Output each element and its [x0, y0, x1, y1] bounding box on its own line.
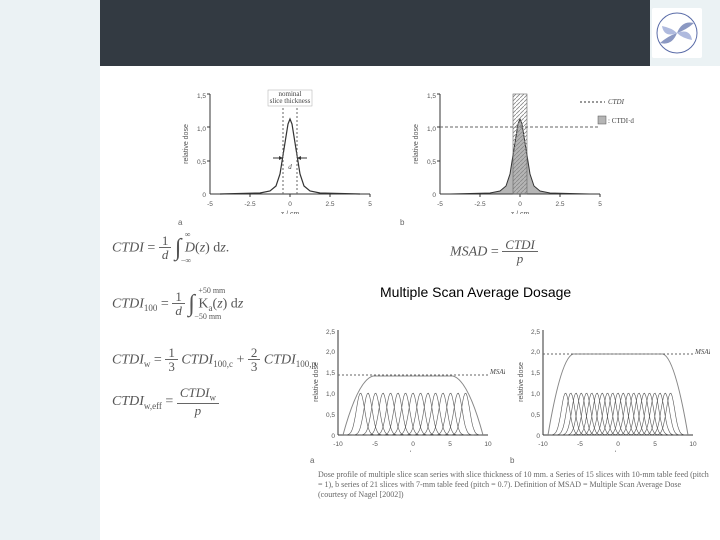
svg-text:2,5: 2,5 — [326, 329, 335, 336]
sidebar — [0, 66, 100, 540]
svg-text:2,0: 2,0 — [326, 349, 335, 356]
bottom-chart-row: 0 0,5 1,0 1,5 2,0 2,5 -10 -5 0 5 10 z / … — [310, 322, 710, 452]
logo-icon — [652, 8, 702, 58]
svg-text:2,5: 2,5 — [531, 329, 540, 336]
svg-text:2.5: 2.5 — [555, 201, 564, 208]
svg-text:5: 5 — [448, 441, 452, 448]
svg-text:-10: -10 — [333, 441, 343, 448]
svg-text:relative dose: relative dose — [313, 362, 320, 402]
panel-label-a-top: a — [178, 218, 182, 227]
panel-label-b-bottom: b — [510, 456, 514, 465]
svg-text:0: 0 — [331, 433, 335, 440]
svg-text:slice thickness: slice thickness — [270, 97, 311, 105]
svg-text:0: 0 — [432, 192, 436, 199]
panel-label-a-bottom: a — [310, 456, 314, 465]
svg-text:-2.5: -2.5 — [244, 201, 256, 208]
svg-text:-5: -5 — [372, 441, 378, 448]
chart-bottom-a: 0 0,5 1,0 1,5 2,0 2,5 -10 -5 0 5 10 z / … — [310, 322, 505, 452]
svg-text:1,0: 1,0 — [427, 126, 436, 133]
svg-text:1,0: 1,0 — [531, 391, 540, 398]
header-dark-band — [100, 0, 650, 66]
svg-text:0,5: 0,5 — [326, 412, 335, 419]
panel-label-b-top: b — [400, 218, 404, 227]
svg-text:2,0: 2,0 — [531, 349, 540, 356]
svg-text:1,5: 1,5 — [427, 93, 436, 100]
svg-text:-5: -5 — [437, 201, 443, 208]
msad-title: Multiple Scan Average Dosage — [380, 284, 571, 300]
svg-text:2.5: 2.5 — [325, 201, 334, 208]
eq-msad: MSAD = CTDIp — [450, 238, 538, 266]
header-bar — [0, 0, 720, 66]
svg-text:z / cm: z / cm — [511, 211, 530, 214]
svg-text:0,5: 0,5 — [531, 412, 540, 419]
svg-text:10: 10 — [689, 441, 697, 448]
svg-text:10: 10 — [484, 441, 492, 448]
svg-text:1,0: 1,0 — [197, 126, 206, 133]
svg-text:z / cm: z / cm — [404, 451, 423, 452]
svg-text:z / cm: z / cm — [609, 451, 628, 452]
chart-top-a: 0 0,5 1,0 1,5 -5 -2.5 0 2.5 5 — [180, 84, 390, 214]
svg-text:5: 5 — [368, 201, 372, 208]
svg-text:1,5: 1,5 — [531, 370, 540, 377]
chart-top-b: 0 0,5 1,0 1,5 -5 -2.5 0 2.5 5 — [410, 84, 640, 214]
svg-text:-10: -10 — [538, 441, 548, 448]
svg-text:5: 5 — [653, 441, 657, 448]
content-area: 0 0,5 1,0 1,5 -5 -2.5 0 2.5 5 — [100, 66, 720, 540]
svg-text:d: d — [288, 163, 292, 171]
svg-text:0: 0 — [411, 441, 415, 448]
svg-text:0,5: 0,5 — [427, 159, 436, 166]
bottom-caption: Dose profile of multiple slice scan seri… — [318, 470, 710, 500]
svg-text:1,0: 1,0 — [326, 391, 335, 398]
top-chart-row: 0 0,5 1,0 1,5 -5 -2.5 0 2.5 5 — [180, 84, 640, 214]
svg-text:-5: -5 — [577, 441, 583, 448]
svg-text:relative dose: relative dose — [413, 124, 420, 164]
svg-text:relative dose: relative dose — [518, 362, 525, 402]
svg-text:MSAD: MSAD — [694, 348, 710, 356]
svg-text:-5: -5 — [207, 201, 213, 208]
svg-text:CTDI: CTDI — [608, 98, 625, 106]
svg-text:1,5: 1,5 — [326, 370, 335, 377]
svg-text:MSAD: MSAD — [489, 368, 505, 376]
svg-text:0: 0 — [288, 201, 292, 208]
svg-text:: CTDI·d: : CTDI·d — [608, 117, 634, 125]
svg-text:z / cm: z / cm — [281, 211, 300, 214]
svg-text:5: 5 — [598, 201, 602, 208]
eq-ctdi: CTDI = 1d ∫∞−∞ D(z) dz. — [112, 234, 392, 272]
svg-text:0,5: 0,5 — [197, 159, 206, 166]
svg-text:1,5: 1,5 — [197, 93, 206, 100]
svg-text:0: 0 — [518, 201, 522, 208]
svg-text:0: 0 — [616, 441, 620, 448]
svg-text:-2.5: -2.5 — [474, 201, 486, 208]
svg-text:relative dose: relative dose — [183, 124, 190, 164]
chart-bottom-b: 0 0,5 1,0 1,5 2,0 2,5 -10 -5 0 5 10 z / … — [515, 322, 710, 452]
svg-text:0: 0 — [202, 192, 206, 199]
svg-text:0: 0 — [536, 433, 540, 440]
